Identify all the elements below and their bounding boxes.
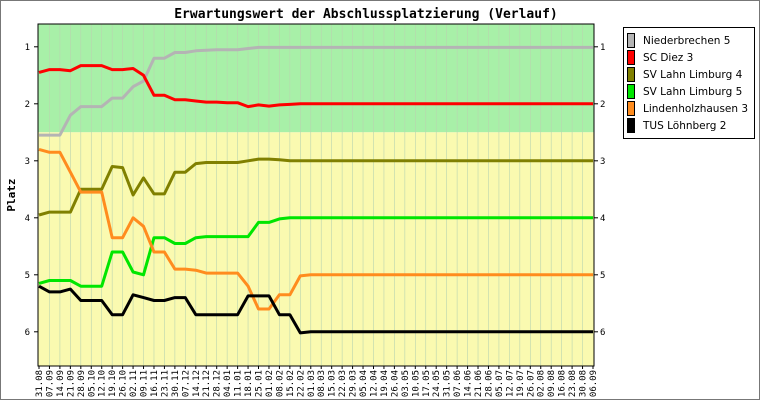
series-line-5 (38, 147, 593, 311)
legend-swatch (627, 67, 635, 82)
plot-border (37, 23, 595, 367)
y-tick-label-left: 2 (25, 100, 30, 110)
x-tick-label: 09.08 (547, 370, 557, 397)
x-tick-label: 06.09 (589, 370, 599, 397)
y-tick-label-left: 3 (25, 157, 30, 167)
legend-item-2: SC Diez 3 (627, 49, 751, 66)
x-tick-label: 07.06 (453, 370, 463, 397)
legend: Niederbrechen 5 SC Diez 3 SV Lahn Limburg … (623, 27, 755, 139)
series-line-4 (38, 216, 593, 288)
x-tick-label: 21.09 (66, 370, 76, 397)
y-tick-label-left: 5 (25, 271, 30, 281)
legend-swatch (627, 118, 635, 133)
x-tick-label: 31.08 (35, 370, 45, 397)
x-tick-label: 09.11 (140, 370, 150, 397)
legend-label: Lindenholzhausen 3 (643, 102, 749, 115)
x-tick-label: 28.12 (213, 370, 223, 397)
x-tick-label: 01.02 (265, 370, 275, 397)
background-band-2 (38, 132, 594, 366)
x-tick-label: 14.09 (56, 370, 66, 397)
legend-label: SV Lahn Limburg 5 (643, 85, 743, 98)
y-tick-label-right: 2 (600, 100, 605, 110)
y-tick-label-left: 4 (25, 214, 30, 224)
x-tick-label: 24.05 (432, 370, 442, 397)
x-tick-label: 12.10 (98, 370, 108, 397)
x-tick-label: 22.02 (296, 370, 306, 397)
x-tick-label: 05.07 (495, 370, 505, 397)
x-tick-label: 30.08 (579, 370, 589, 397)
x-tick-label: 19.10 (108, 370, 118, 397)
x-tick-label: 26.10 (119, 370, 129, 397)
legend-item-1: Niederbrechen 5 (627, 32, 751, 49)
legend-label: Niederbrechen 5 (643, 34, 731, 47)
x-tick-label: 25.01 (255, 370, 265, 397)
series-line-3 (38, 157, 593, 217)
x-tick-label: 04.01 (223, 370, 233, 397)
legend-label: TUS Löhnberg 2 (643, 119, 727, 132)
y-tick-label-right: 6 (600, 328, 605, 338)
x-tick-label: 05.04 (359, 370, 369, 397)
background-band-1 (38, 24, 594, 133)
x-tick-label: 02.08 (537, 370, 547, 397)
x-tick-label: 19.04 (380, 370, 390, 397)
x-tick-label: 31.05 (443, 370, 453, 397)
x-tick-label: 03.05 (401, 370, 411, 397)
legend-swatch (627, 50, 635, 65)
legend-item-6: TUS Löhnberg 2 (627, 117, 751, 134)
y-tick-label-right: 1 (600, 43, 605, 53)
x-tick-label: 07.09 (45, 370, 55, 397)
x-tick-label: 28.09 (77, 370, 87, 397)
x-tick-label: 15.02 (286, 370, 296, 397)
x-tick-label: 14.12 (192, 370, 202, 397)
x-tick-label: 15.03 (328, 370, 338, 397)
legend-swatch (627, 33, 635, 48)
y-tick-label-right: 3 (600, 157, 605, 167)
x-tick-label: 23.11 (160, 370, 170, 397)
y-tick-label-left: 1 (25, 43, 30, 53)
x-tick-label: 12.07 (505, 370, 515, 397)
x-tick-label: 23.08 (568, 370, 578, 397)
y-tick-label-right: 4 (600, 214, 605, 224)
x-tick-label: 08.03 (317, 370, 327, 397)
x-tick-label: 26.07 (526, 370, 536, 397)
x-tick-label: 19.07 (516, 370, 526, 397)
x-tick-label: 14.06 (464, 370, 474, 397)
legend-swatch (627, 101, 635, 116)
chart-title: Erwartungswert der Abschlussplatzierung … (174, 7, 558, 22)
x-tick-label: 16.11 (150, 370, 160, 397)
x-tick-label: 12.04 (369, 370, 379, 397)
x-tick-label: 30.11 (171, 370, 181, 397)
x-tick-label: 21.12 (202, 370, 212, 397)
x-tick-label: 17.05 (422, 370, 432, 397)
y-tick-label-right: 5 (600, 271, 605, 281)
x-tick-label: 26.04 (390, 370, 400, 397)
legend-item-4: SV Lahn Limburg 5 (627, 83, 751, 100)
x-tick-label: 10.05 (411, 370, 421, 397)
x-tick-label: 16.08 (558, 370, 568, 397)
x-tick-label: 02.11 (129, 370, 139, 397)
x-tick-label: 21.06 (474, 370, 484, 397)
series-line-2 (38, 64, 593, 109)
x-tick-label: 05.10 (87, 370, 97, 397)
x-tick-label: 01.03 (307, 370, 317, 397)
y-axis-label: Platz (5, 178, 18, 211)
x-tick-label: 29.03 (349, 370, 359, 397)
x-tick-label: 22.03 (338, 370, 348, 397)
x-tick-label: 07.12 (181, 370, 191, 397)
series-line-6 (38, 284, 593, 335)
legend-swatch (627, 84, 635, 99)
legend-label: SV Lahn Limburg 4 (643, 68, 743, 81)
x-tick-label: 11.01 (234, 370, 244, 397)
y-tick-label-left: 6 (25, 328, 30, 338)
legend-item-3: SV Lahn Limburg 4 (627, 66, 751, 83)
legend-label: SC Diez 3 (643, 51, 694, 64)
legend-item-5: Lindenholzhausen 3 (627, 100, 751, 117)
x-tick-label: 28.06 (484, 370, 494, 397)
series-line-1 (39, 45, 593, 137)
x-tick-label: 18.01 (244, 370, 254, 397)
x-tick-label: 08.02 (275, 370, 285, 397)
